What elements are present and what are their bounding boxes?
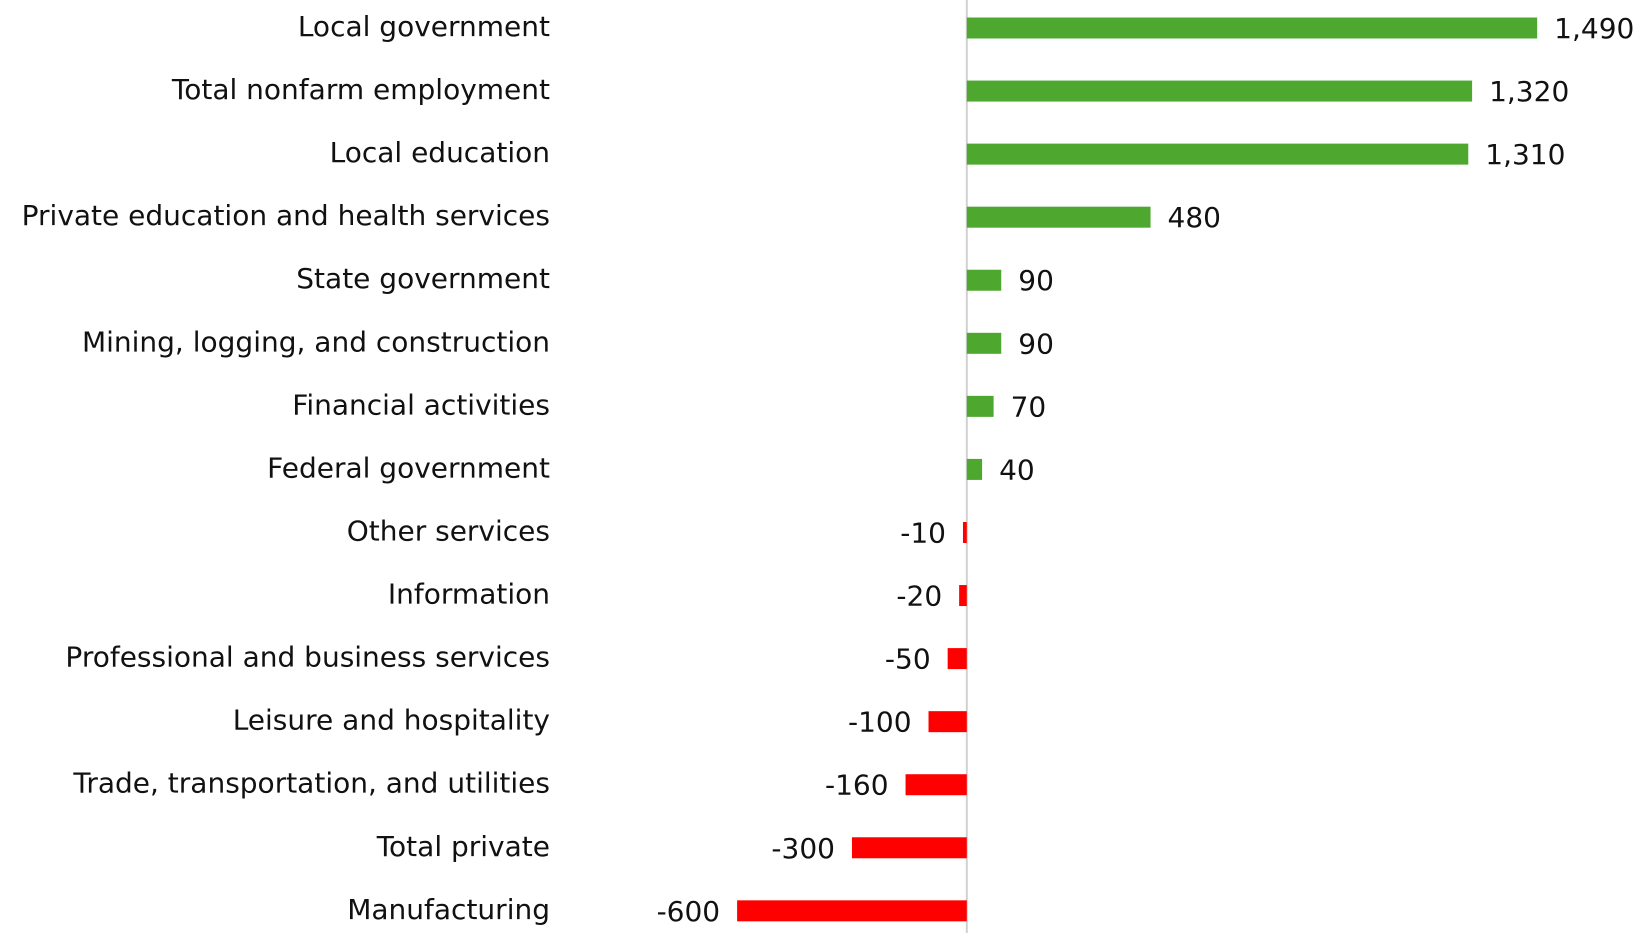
category-label: Mining, logging, and construction: [82, 325, 550, 358]
value-label: 90: [1018, 264, 1054, 297]
value-label: 1,320: [1489, 75, 1569, 108]
bar: [966, 332, 1002, 354]
bar: [928, 711, 967, 733]
bar: [966, 143, 1469, 165]
value-label: -100: [848, 706, 912, 739]
bar: [966, 269, 1002, 291]
bar: [851, 837, 967, 859]
category-label: Total private: [376, 830, 550, 863]
bar: [905, 774, 967, 796]
bar: [959, 585, 967, 607]
category-label: Federal government: [267, 451, 550, 484]
bar: [966, 80, 1473, 102]
category-label: Information: [388, 578, 550, 611]
bar: [966, 458, 983, 480]
value-label: -160: [825, 769, 889, 802]
category-label: Total nonfarm employment: [171, 73, 550, 106]
category-label: Private education and health services: [22, 199, 550, 232]
value-label: -300: [771, 832, 835, 865]
value-label: 480: [1168, 201, 1221, 234]
value-label: 40: [999, 453, 1035, 486]
category-label: Financial activities: [292, 388, 550, 421]
category-label: Manufacturing: [347, 893, 550, 926]
value-label: 1,490: [1554, 12, 1634, 45]
value-label: 70: [1011, 390, 1047, 423]
category-label: Leisure and hospitality: [233, 704, 550, 737]
value-label: -600: [657, 895, 721, 928]
value-label: 1,310: [1485, 138, 1565, 171]
category-label: Professional and business services: [65, 641, 550, 674]
bar: [737, 900, 967, 922]
value-label: -20: [896, 580, 942, 613]
category-label: Local government: [298, 10, 550, 43]
value-label: -10: [900, 516, 946, 549]
bar: [962, 521, 967, 543]
category-label: Other services: [347, 514, 550, 547]
value-label: 90: [1018, 327, 1054, 360]
value-label: -50: [885, 643, 931, 676]
bar: [966, 17, 1538, 39]
bar: [947, 648, 967, 670]
category-label: Trade, transportation, and utilities: [72, 767, 550, 800]
category-label: State government: [296, 262, 550, 295]
category-label: Local education: [330, 136, 550, 169]
bar: [966, 395, 994, 417]
bar: [966, 206, 1151, 228]
